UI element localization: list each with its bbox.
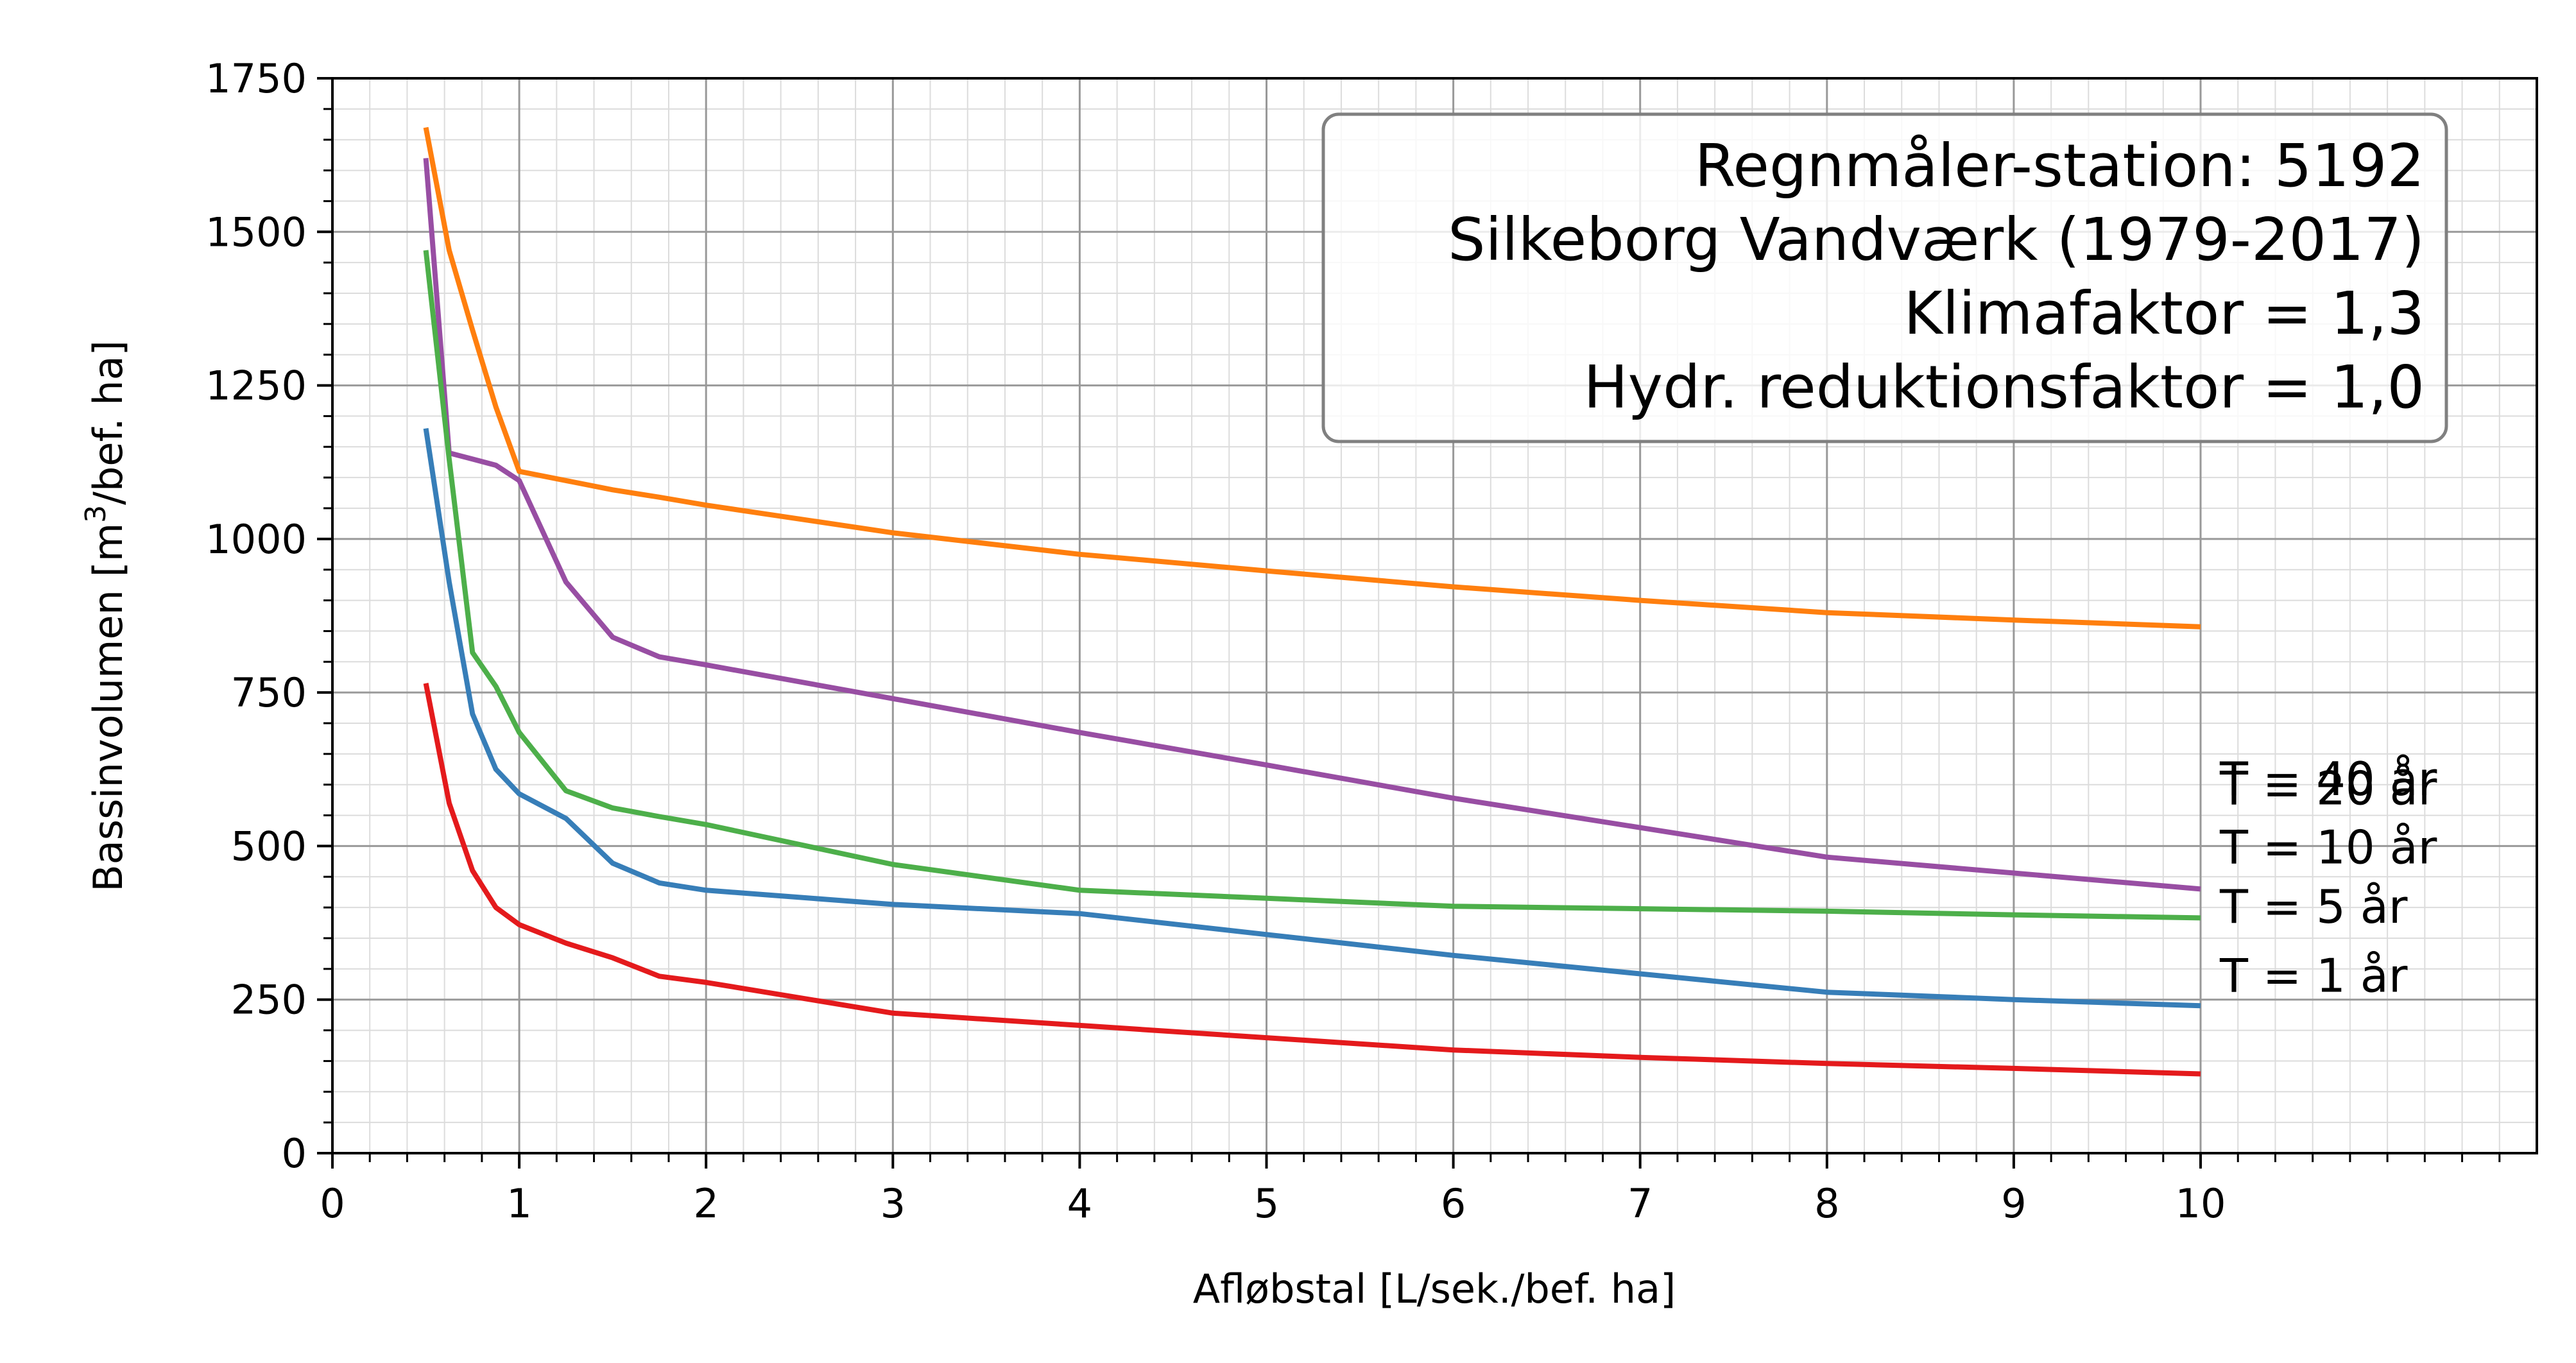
ticks-layer	[317, 77, 2501, 1169]
series-label-4: T = 5 år	[2219, 880, 2408, 934]
info-line-climate-factor: Klimafaktor = 1,3	[1903, 279, 2425, 348]
x-axis-title: Afløbstal [L/sek./bef. ha]	[1193, 1265, 1676, 1312]
y-tick-label: 750	[231, 669, 307, 716]
y-tick-label: 0	[282, 1130, 307, 1177]
series-line-1	[423, 126, 2201, 630]
y-tick-label: 1000	[205, 516, 307, 563]
info-box: Regnmåler-station: 5192 Silkeborg Vandvæ…	[1321, 112, 2448, 443]
plot-frame	[331, 77, 2538, 1154]
series-line-5	[423, 683, 2201, 1077]
x-tick-label: 8	[1814, 1180, 1839, 1227]
x-tick-label: 2	[693, 1180, 718, 1227]
y-axis-title-sup: 3	[80, 505, 112, 523]
info-box-frame	[1321, 112, 2448, 443]
x-tick-label: 0	[320, 1180, 345, 1227]
y-axis-title: Bassinvolumen [m3/bef. ha]	[80, 340, 132, 892]
x-tick-label: 10	[2176, 1180, 2226, 1227]
x-tick-label: 7	[1627, 1180, 1653, 1227]
x-tick-label: 9	[2001, 1180, 2026, 1227]
y-tick-label: 1750	[205, 55, 307, 102]
x-tick-label: 5	[1254, 1180, 1279, 1227]
series-line-2	[423, 158, 2201, 892]
y-axis-title-main: Bassinvolumen [m	[85, 523, 132, 892]
y-axis-title-tail: /bef. ha]	[85, 340, 132, 505]
info-line-station: Regnmåler-station: 5192	[1695, 132, 2425, 200]
y-tick-label: 1500	[205, 209, 307, 255]
series-layer	[423, 126, 2201, 1077]
series-label-1: T = 40 år	[2219, 752, 2437, 806]
series-label-3: T = 10 år	[2219, 820, 2437, 874]
tick-labels: 0 1 2 3 4 5 6 7 8 9 10 0 250 500 750 1000 1250 1500 1750	[205, 55, 2226, 1227]
info-line-reduction-factor: Hydr. reduktionsfaktor = 1,0	[1583, 353, 2425, 422]
x-tick-label: 1	[506, 1180, 531, 1227]
y-tick-label: 1250	[205, 363, 307, 409]
x-tick-label: 3	[880, 1180, 906, 1227]
y-tick-label: 500	[231, 823, 307, 870]
y-tick-label: 250	[231, 977, 307, 1024]
series-labels: T = 40 årT = 20 årT = 10 år T = 5 år T = 1…	[2219, 752, 2437, 1002]
info-line-location: Silkeborg Vandværk (1979-2017)	[1448, 205, 2425, 274]
series-line-4	[423, 428, 2201, 1009]
series-label-2: T = 20 år	[2219, 762, 2437, 816]
x-tick-label: 4	[1067, 1180, 1092, 1227]
x-tick-label: 6	[1441, 1180, 1466, 1227]
series-line-3	[423, 250, 2201, 921]
series-label-5: T = 1 år	[2219, 948, 2408, 1002]
